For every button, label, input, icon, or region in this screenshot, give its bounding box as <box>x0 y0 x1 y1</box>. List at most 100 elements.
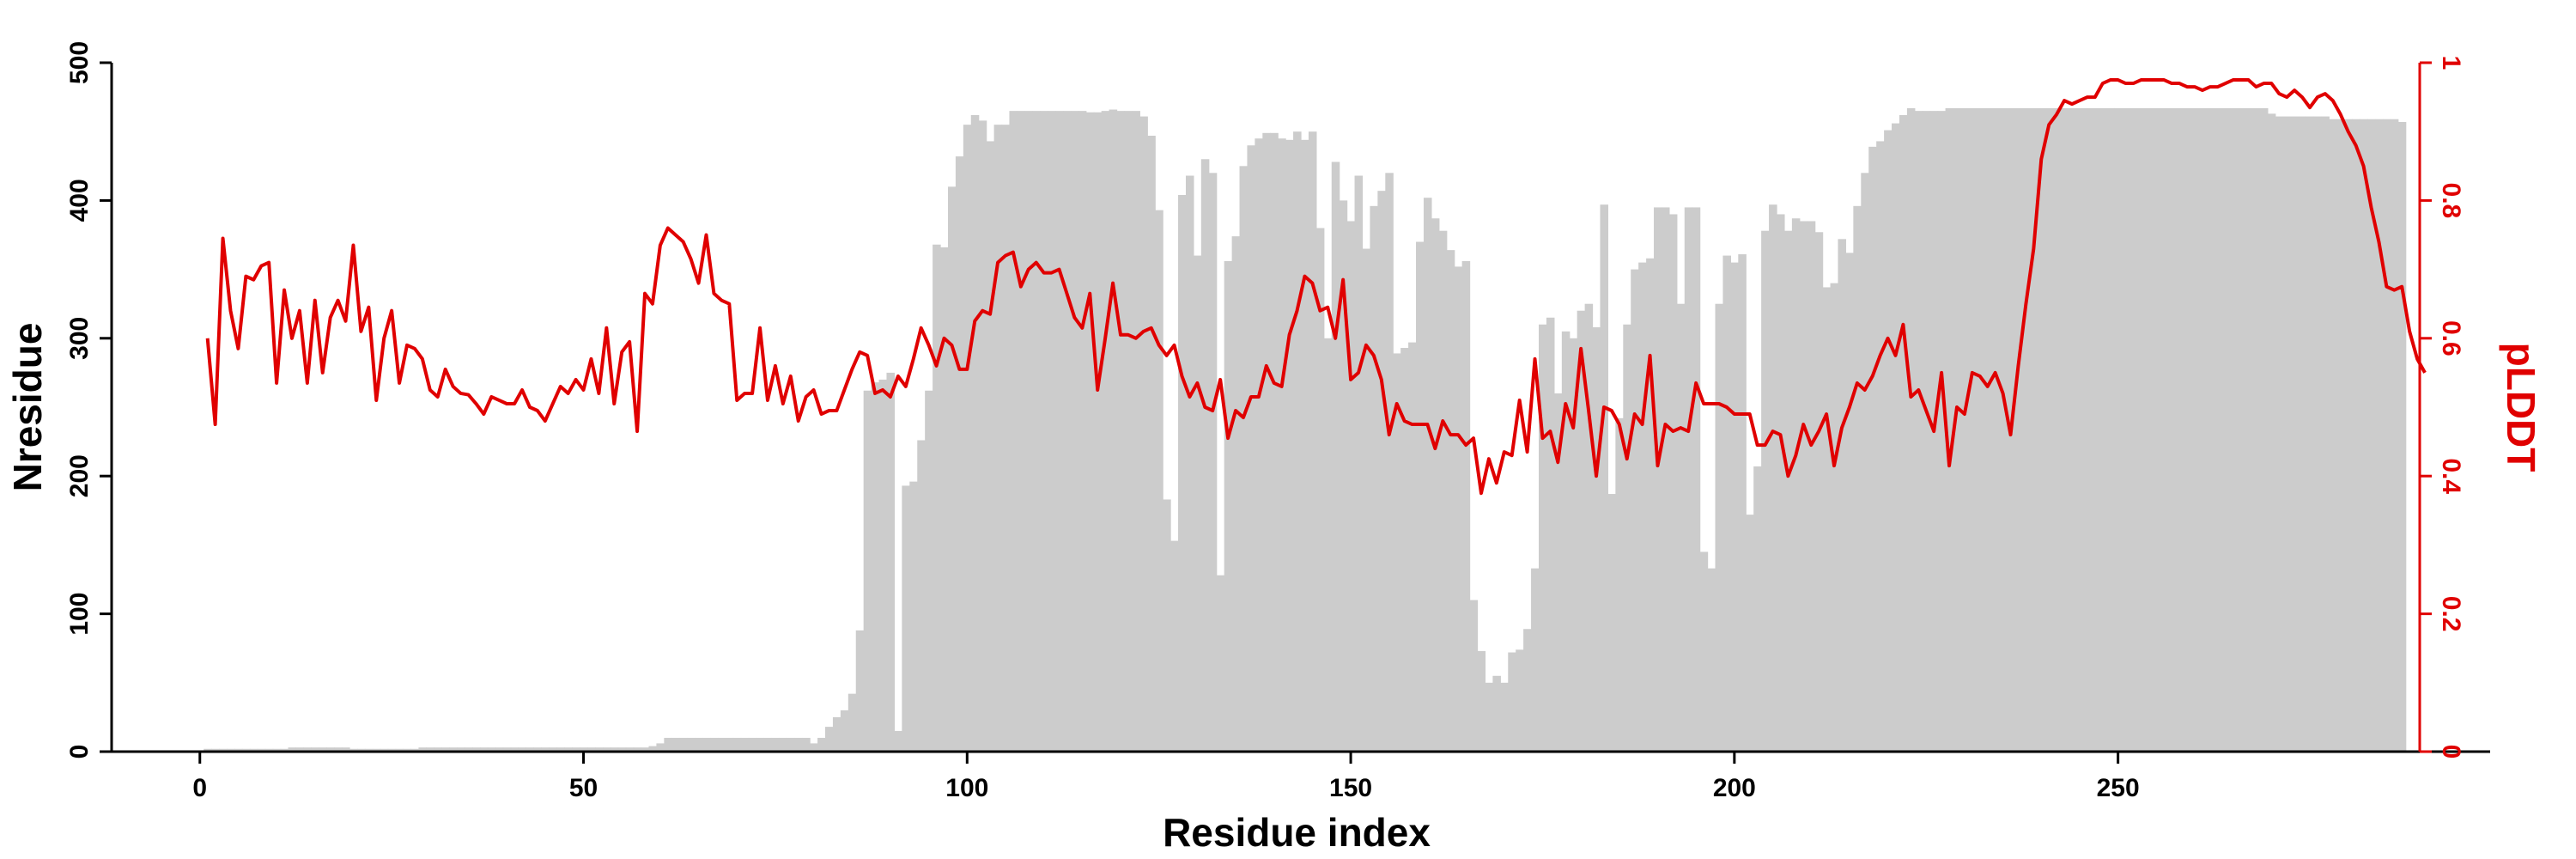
bar <box>1048 111 1056 752</box>
bar <box>342 747 350 752</box>
y-tick-label: 0 <box>65 745 94 759</box>
bar <box>1377 191 1386 752</box>
bar <box>594 747 604 752</box>
bar <box>426 747 434 752</box>
bar <box>2075 107 2085 752</box>
bar <box>2183 107 2192 752</box>
bar <box>2129 107 2138 752</box>
bar <box>863 390 872 752</box>
bar <box>556 747 565 752</box>
bar <box>1746 515 1754 752</box>
bar <box>825 727 834 752</box>
bar <box>1500 682 1509 752</box>
bar <box>1830 283 1839 752</box>
bar <box>572 747 580 752</box>
x-axis-title: Residue index <box>1163 810 1431 855</box>
y-tick-label: 200 <box>65 454 94 497</box>
bar <box>794 737 803 752</box>
bar <box>748 737 757 752</box>
bar <box>1546 317 1555 752</box>
bar <box>1868 146 1877 752</box>
bar <box>1346 221 1356 752</box>
bar <box>395 748 404 752</box>
bar <box>1638 262 1647 752</box>
bar <box>2367 119 2376 752</box>
bar <box>2152 107 2161 752</box>
bar <box>1408 342 1417 752</box>
bar <box>1155 210 1163 752</box>
bar <box>1285 139 1294 752</box>
bar <box>2298 116 2307 752</box>
bar <box>2021 107 2031 752</box>
bar <box>2175 107 2184 752</box>
bar <box>387 748 397 752</box>
bar <box>1315 228 1325 752</box>
bar <box>1561 331 1571 752</box>
bar <box>1178 194 1187 752</box>
bar <box>319 747 327 752</box>
bar <box>1577 310 1586 752</box>
bar <box>1370 205 1378 752</box>
y-axis-title: Nresidue <box>5 323 50 492</box>
bar <box>1838 239 1847 752</box>
ticks-layer: 0 50 100 150 200 250 0 100 200 300 400 500 0 0.2 0.4 0.… <box>65 41 2465 802</box>
bar <box>2060 107 2069 752</box>
bar <box>832 716 841 752</box>
bar <box>1323 338 1333 752</box>
bar <box>671 737 680 752</box>
bar <box>1400 348 1409 752</box>
bar <box>1539 324 1547 752</box>
bar <box>1814 232 1824 752</box>
bar <box>1438 230 1448 752</box>
bar <box>1170 540 1179 752</box>
bar <box>1631 269 1639 752</box>
bar <box>871 382 880 752</box>
bar <box>372 748 381 752</box>
bar <box>1516 649 1524 752</box>
bar <box>2221 107 2230 752</box>
bar <box>1676 303 1686 752</box>
bar <box>1331 161 1340 752</box>
bar <box>356 748 366 752</box>
bar <box>1270 132 1279 752</box>
bar <box>1922 111 1931 752</box>
bar <box>2160 107 2169 752</box>
bar <box>1339 200 1348 752</box>
bar <box>1976 107 1984 752</box>
bar <box>2237 107 2245 752</box>
bar <box>1001 125 1011 752</box>
bar <box>1070 111 1079 752</box>
x-tick-label: 200 <box>1713 774 1756 802</box>
y2-tick-label: 0.8 <box>2437 183 2465 219</box>
bar <box>633 747 642 752</box>
bar <box>1553 393 1563 752</box>
bar <box>2144 107 2154 752</box>
y2-tick-label: 0 <box>2437 745 2465 759</box>
y2-tick-label: 1 <box>2437 56 2465 70</box>
bar <box>656 743 665 752</box>
bar <box>2252 107 2261 752</box>
bar <box>1661 207 1670 752</box>
bar <box>1431 218 1440 752</box>
bar <box>2229 107 2238 752</box>
bar <box>549 747 557 752</box>
bar <box>1139 116 1148 752</box>
bar <box>709 737 719 752</box>
bar <box>1592 326 1601 752</box>
bar <box>1769 204 1777 752</box>
bar <box>2321 116 2330 752</box>
bar <box>2344 119 2353 752</box>
bar <box>732 737 742 752</box>
bar <box>257 748 266 752</box>
bar <box>817 737 826 752</box>
bar <box>1393 353 1401 752</box>
bar <box>1906 107 1916 752</box>
bar <box>1132 111 1140 752</box>
bar <box>848 693 857 752</box>
bar <box>1193 255 1202 752</box>
bar <box>418 747 427 752</box>
bar <box>1738 253 1747 752</box>
bar <box>1293 131 1302 752</box>
bar <box>894 730 902 752</box>
